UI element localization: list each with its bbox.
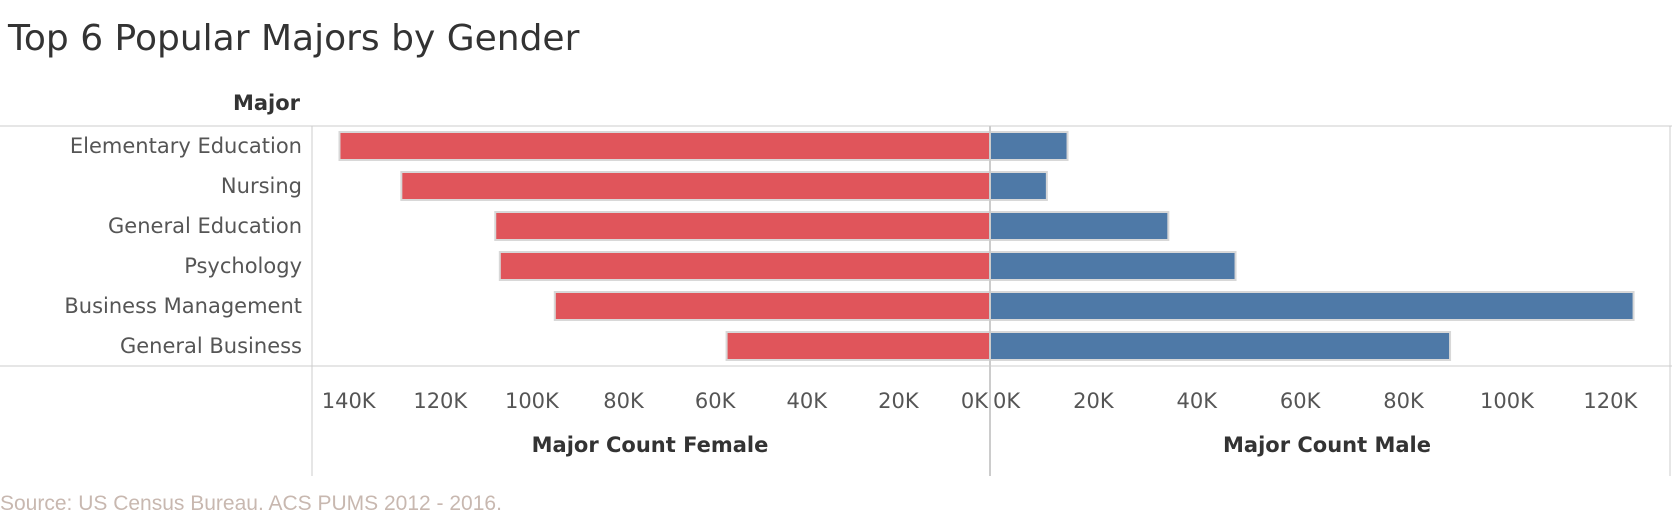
- female-bar: [338, 131, 991, 161]
- category-label: Psychology: [184, 254, 302, 278]
- male-bar: [989, 331, 1452, 361]
- female-bar: [725, 331, 991, 361]
- female-bar: [553, 291, 991, 321]
- female-bar: [494, 211, 991, 241]
- male-tick-label: 0K: [993, 389, 1021, 413]
- female-bar: [498, 251, 991, 281]
- male-bar: [989, 171, 1048, 201]
- male-bar: [989, 211, 1170, 241]
- female-tick-label: 80K: [603, 389, 645, 413]
- female-tick-label: 40K: [787, 389, 829, 413]
- female-tick-label: 140K: [322, 389, 377, 413]
- diverging-bar-chart: Major Elementary Education Nursing General…: [0, 91, 1672, 476]
- male-tick-label: 40K: [1177, 389, 1219, 413]
- category-label: General Business: [120, 334, 302, 358]
- category-labels: Elementary Education Nursing General Educa…: [64, 134, 302, 358]
- female-bars: [338, 131, 992, 361]
- chart-frame: [0, 125, 1672, 476]
- male-bar: [989, 251, 1237, 281]
- male-axis-ticks: 0K 20K 40K 60K 80K 100K 120K: [993, 389, 1638, 413]
- female-tick-label: 0K: [961, 389, 989, 413]
- male-bar: [989, 131, 1069, 161]
- female-axis-ticks: 140K 120K 100K 80K 60K 40K 20K 0K: [322, 389, 990, 413]
- male-axis-title: Major Count Male: [1223, 433, 1431, 457]
- male-tick-label: 120K: [1583, 389, 1638, 413]
- female-bar: [400, 171, 992, 201]
- chart-title: Top 6 Popular Majors by Gender: [8, 18, 580, 59]
- source-note: Source: US Census Bureau. ACS PUMS 2012 …: [0, 492, 502, 515]
- male-tick-label: 20K: [1073, 389, 1115, 413]
- category-label: Business Management: [64, 294, 302, 318]
- female-tick-label: 60K: [695, 389, 737, 413]
- category-label: Nursing: [221, 174, 302, 198]
- row-header-major: Major: [233, 91, 301, 115]
- female-axis-title: Major Count Female: [532, 433, 769, 457]
- female-tick-label: 120K: [413, 389, 468, 413]
- category-label: Elementary Education: [70, 134, 302, 158]
- male-tick-label: 100K: [1480, 389, 1535, 413]
- female-tick-label: 100K: [505, 389, 560, 413]
- male-tick-label: 60K: [1280, 389, 1322, 413]
- category-label: General Education: [108, 214, 302, 238]
- male-tick-label: 80K: [1383, 389, 1425, 413]
- male-bar: [989, 291, 1635, 321]
- male-bars: [989, 131, 1635, 361]
- female-tick-label: 20K: [878, 389, 920, 413]
